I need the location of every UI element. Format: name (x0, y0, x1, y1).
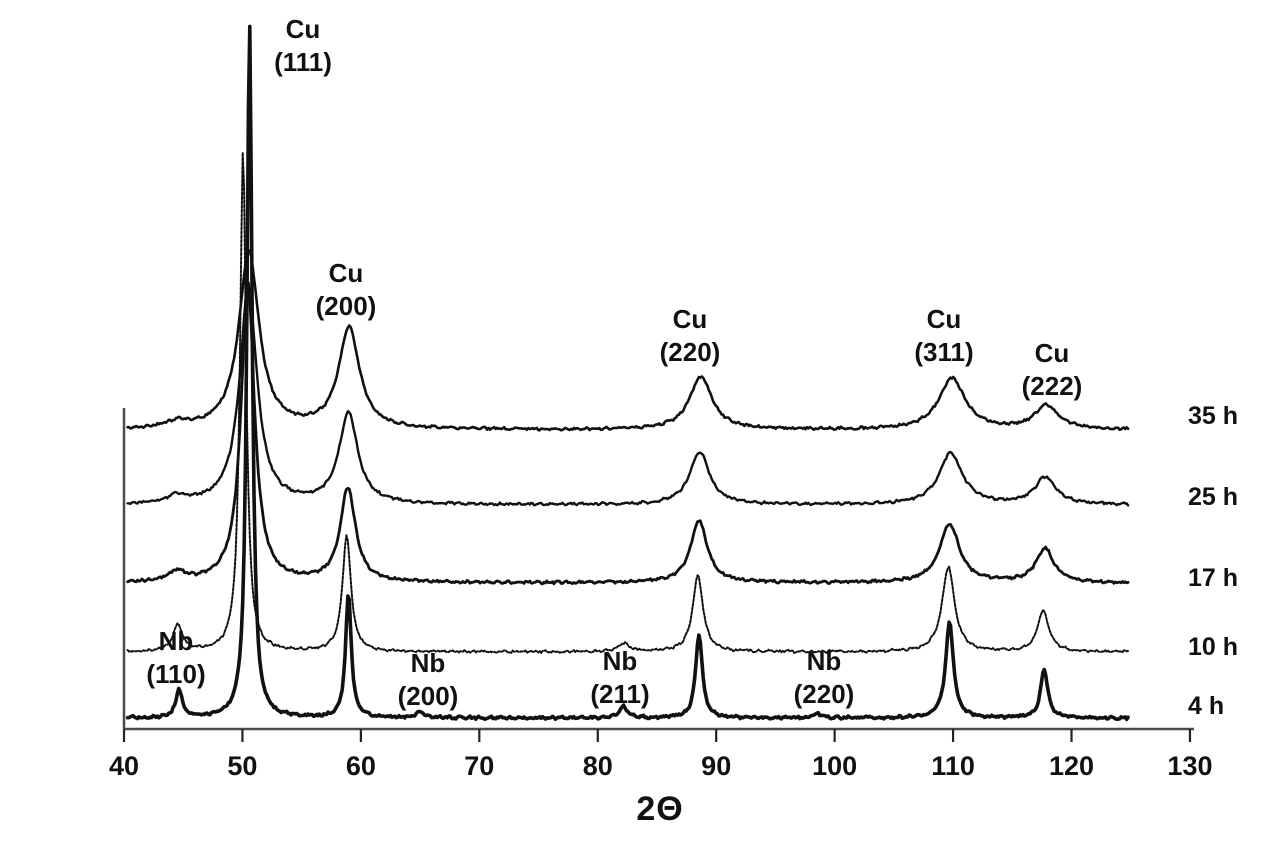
curve-17h (126, 281, 1130, 586)
series-label-10h: 10 h (1188, 633, 1238, 661)
peak-label-nb-211: Nb (211) (590, 646, 649, 709)
x-tick-label-80: 80 (583, 751, 613, 781)
peak-label-cu-200: Cu (200) (316, 258, 377, 321)
series-label-35h: 35 h (1188, 402, 1238, 430)
curve-35h (126, 248, 1130, 432)
curve-10h (126, 151, 1130, 654)
peak-label-cu-220: Cu (220) (660, 304, 721, 367)
peak-label-nb-220: Nb (220) (794, 646, 855, 709)
peak-label-nb-110: Nb (110) (146, 626, 205, 689)
x-tick-label-120: 120 (1049, 751, 1094, 781)
curve-4h (125, 24, 1130, 722)
x-tick-label-60: 60 (346, 751, 376, 781)
x-axis-title: 2Θ (636, 790, 684, 828)
peak-label-cu-311: Cu (311) (914, 304, 973, 367)
x-tick-label-70: 70 (464, 751, 494, 781)
x-tick-label-110: 110 (931, 751, 975, 781)
peak-label-cu-222: Cu (222) (1022, 338, 1083, 401)
series-label-4h: 4 h (1188, 692, 1224, 720)
x-tick-label-100: 100 (812, 751, 857, 781)
x-tick-label-50: 50 (227, 751, 257, 781)
peak-label-cu-111: Cu (111) (274, 14, 332, 77)
x-tick-label-130: 130 (1167, 751, 1212, 781)
peak-label-nb-200: Nb (200) (398, 648, 459, 711)
x-tick-label-40: 40 (109, 751, 139, 781)
series-label-17h: 17 h (1188, 564, 1238, 592)
series-label-25h: 25 h (1188, 483, 1238, 511)
x-tick-label-90: 90 (701, 751, 731, 781)
curve-25h (126, 285, 1130, 507)
